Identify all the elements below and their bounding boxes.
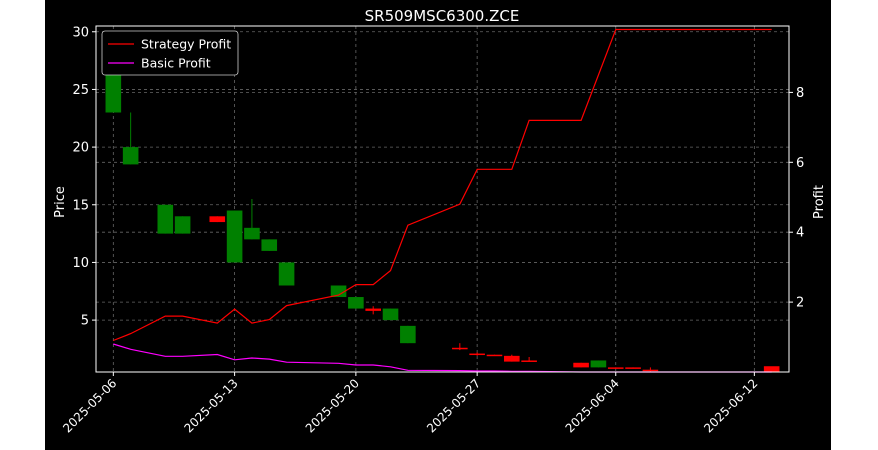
candle-body — [607, 367, 624, 369]
y-tick-label: 25 — [72, 83, 89, 98]
candle-body — [261, 239, 278, 251]
x-tick-label: 2025-06-12 — [701, 376, 760, 435]
legend-box — [101, 30, 239, 76]
y-axis-label: Price — [53, 186, 68, 218]
y-tick-label: 20 — [72, 141, 89, 156]
candle-body — [625, 367, 641, 369]
x-tick-label: 2025-05-13 — [182, 376, 241, 435]
candle-body — [504, 355, 520, 362]
y2-tick-label: 6 — [796, 156, 804, 171]
y-axis-right: 2 4 6 8 — [789, 86, 804, 311]
y-tick-label: 5 — [81, 314, 89, 329]
candle-body — [174, 216, 191, 234]
legend-label: Basic Profit — [141, 56, 211, 71]
candle-body — [365, 308, 381, 311]
x-tick-label: 2025-05-20 — [303, 376, 362, 435]
candle-body — [226, 210, 243, 263]
candle-body — [486, 354, 503, 357]
x-tick-label: 2025-05-27 — [424, 376, 483, 435]
series-line-strategy-profit — [113, 28, 772, 342]
candle-body — [122, 147, 139, 165]
y-axis-left: 5 10 15 20 25 30 — [72, 25, 96, 329]
y2-tick-label: 8 — [796, 86, 804, 101]
candle-body — [278, 262, 295, 286]
y-tick-label: 30 — [72, 25, 89, 40]
candle-body — [209, 216, 226, 223]
legend-label: Strategy Profit — [141, 37, 231, 52]
y2-axis-label: Profit — [812, 185, 827, 219]
chart-canvas: SR509MSC6300.ZCE 2025-05-06 2025-05-13 202… — [53, 7, 827, 435]
candle-body — [590, 360, 607, 368]
chart-figure: SR509MSC6300.ZCE 2025-05-06 2025-05-13 202… — [45, 0, 831, 450]
candle-body — [642, 369, 659, 372]
x-tick-label: 2025-05-06 — [60, 376, 119, 435]
candle-body — [330, 285, 347, 298]
candle-body — [763, 366, 780, 372]
series-line-basic-profit — [113, 343, 772, 373]
x-tick-label: 2025-06-04 — [563, 376, 622, 435]
chart-title: SR509MSC6300.ZCE — [365, 7, 520, 25]
candle-body — [469, 353, 485, 356]
y2-tick-label: 4 — [796, 226, 804, 241]
y-tick-label: 10 — [72, 256, 89, 271]
plot-frame — [95, 25, 790, 373]
candle-body — [244, 227, 260, 240]
candle-body — [521, 360, 537, 362]
candle-body — [573, 362, 589, 368]
candle-body — [382, 308, 399, 321]
candle-body — [400, 325, 416, 344]
y2-tick-label: 2 — [796, 296, 804, 311]
candle-body — [452, 347, 468, 350]
candle-body — [157, 204, 174, 234]
y-tick-label: 15 — [72, 198, 89, 213]
candlesticks — [105, 49, 780, 372]
candle-body — [348, 297, 364, 309]
legend: Strategy Profit Basic Profit — [101, 30, 239, 76]
x-axis: 2025-05-06 2025-05-13 2025-05-20 2025-05-27… — [60, 372, 760, 435]
profit-lines — [113, 28, 772, 373]
